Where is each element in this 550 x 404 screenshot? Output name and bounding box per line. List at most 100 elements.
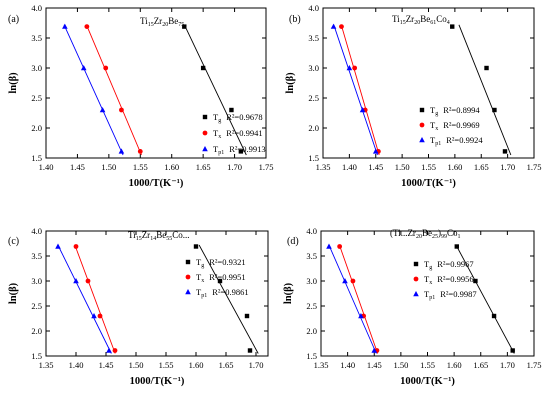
chart-panel: 1.35 1.40 1.45 1.50 1.55 1.60 1.65 1.70 1.5 2.0 2.…	[8, 226, 269, 387]
square-icon	[185, 259, 191, 265]
x-tick-label: 1.75	[527, 360, 542, 370]
legend-series-sub: x	[201, 278, 204, 284]
data-point-tx	[85, 278, 91, 284]
x-tick-label: 1.65	[219, 360, 234, 370]
title-text: ...	[183, 230, 190, 240]
title-text: Zr	[407, 228, 416, 238]
data-point-tp1	[326, 243, 332, 249]
triangle-icon	[202, 146, 208, 152]
legend-r2: R²=0.9969	[443, 120, 479, 130]
title-subscript: 20	[162, 22, 168, 28]
legend-series-name: T	[196, 272, 202, 282]
y-tick-label: 4.0	[308, 3, 319, 13]
fit-line-tx	[340, 24, 380, 156]
legend-label: Tp1 R²=0.9987	[424, 289, 477, 301]
legend-r2: R²=0.9987	[440, 289, 476, 299]
x-tick-label: 1.35	[39, 360, 54, 370]
title-text: Be	[422, 228, 432, 238]
y-tick-label: 2.5	[308, 93, 319, 103]
x-tick-label: 1.50	[393, 360, 408, 370]
x-axis-label: 1000/T(K⁻¹)	[401, 178, 456, 189]
chart-panel: 1.40 1.45 1.50 1.55 1.60 1.65 1.70 1.75 1.5 2.0 2.…	[8, 3, 273, 189]
title-subscript: 25	[432, 234, 438, 240]
data-point-tx	[119, 107, 124, 113]
y-tick-label: 3.0	[31, 276, 42, 286]
y-tick-label: 3.0	[31, 63, 42, 73]
data-point-tp1	[371, 347, 378, 353]
x-tick-label: 1.50	[395, 162, 410, 172]
data-point-tp1	[55, 243, 61, 249]
triangle-icon	[419, 137, 425, 143]
legend-series-sub: p1	[429, 295, 435, 301]
legend-series-sub: g	[429, 265, 432, 271]
title-text: Co	[172, 230, 183, 240]
panel-title: (Ti...Zr20Be25)99Co1	[390, 228, 460, 240]
title-text: )	[438, 228, 441, 238]
x-tick-label: 1.65	[196, 162, 211, 172]
panel-label: (a)	[8, 14, 19, 25]
legend-r2: R²=0.9956	[437, 274, 473, 284]
legend-series-sub: x	[435, 126, 438, 132]
legend-series-name: T	[424, 289, 430, 299]
y-tick-label: 2.0	[308, 123, 319, 133]
legend-label: Tx R²=0.9956	[424, 274, 474, 286]
legend-series-name: T	[196, 287, 202, 297]
legend-r2: R²=0.9951	[209, 272, 245, 282]
y-tick-label: 2.0	[31, 123, 42, 133]
x-tick-label: 1.40	[69, 360, 84, 370]
legend-label: Tp1 R²=0.9924	[430, 135, 483, 147]
legend-label: Tg R²=0.9967	[424, 259, 474, 271]
y-tick-label: 4.0	[31, 3, 42, 13]
x-tick-label: 1.50	[129, 360, 144, 370]
y-axis-label: ln(β)	[283, 282, 294, 304]
legend-r2: R²=0.9861	[212, 287, 248, 297]
y-tick-label: 3.5	[31, 251, 42, 261]
y-tick-label: 1.5	[31, 351, 42, 361]
title-text: Co	[436, 14, 447, 24]
data-point-tg	[454, 244, 459, 249]
data-point-tp1	[346, 65, 353, 71]
plot-frame	[45, 230, 269, 357]
legend-series-sub: x	[429, 280, 432, 286]
x-tick-label: 1.35	[314, 360, 329, 370]
data-point-tp1	[80, 65, 87, 71]
data-point-tx	[350, 278, 356, 284]
data-point-tp1	[372, 148, 379, 154]
fit-line-tg	[455, 244, 515, 354]
data-point-tg	[492, 107, 497, 113]
square-icon	[413, 261, 419, 267]
x-tick-label: 1.60	[164, 162, 179, 172]
data-point-tx	[112, 348, 118, 353]
data-point-tp1	[91, 313, 97, 319]
x-tick-label: 1.55	[421, 162, 436, 172]
x-tick-label: 1.55	[133, 162, 148, 172]
data-point-tg	[510, 348, 515, 353]
data-point-tx	[339, 24, 344, 29]
fit-line-tp1	[63, 24, 124, 156]
x-tick-label: 1.40	[340, 360, 355, 370]
title-subscript: 15	[400, 20, 406, 26]
y-tick-label: 1.5	[31, 153, 42, 163]
data-point-tx	[84, 24, 90, 29]
data-point-tg	[217, 278, 223, 284]
x-tick-label: 1.75	[259, 162, 274, 172]
title-text: Co	[447, 228, 458, 238]
y-axis-label: ln(β)	[8, 282, 19, 304]
data-point-tg	[450, 24, 455, 29]
title-text: Zr	[406, 14, 415, 24]
panel-title: Ti15Zr20Be61Co4	[392, 14, 450, 26]
x-tick-label: 1.60	[447, 360, 462, 370]
fit-line-tx	[86, 24, 142, 156]
title-subscript: 20	[414, 20, 420, 26]
data-point-tg	[491, 313, 497, 319]
data-point-tp1	[342, 278, 348, 284]
x-tick-label: 1.40	[342, 162, 357, 172]
circle-icon	[413, 276, 419, 282]
y-tick-label: 1.5	[306, 351, 317, 361]
title-subscript: 1	[457, 234, 460, 240]
panel-title: Ti15Zr20Be75	[140, 16, 184, 28]
fit-line-tg	[198, 244, 259, 354]
circle-icon	[185, 274, 191, 280]
triangle-icon	[413, 291, 419, 297]
